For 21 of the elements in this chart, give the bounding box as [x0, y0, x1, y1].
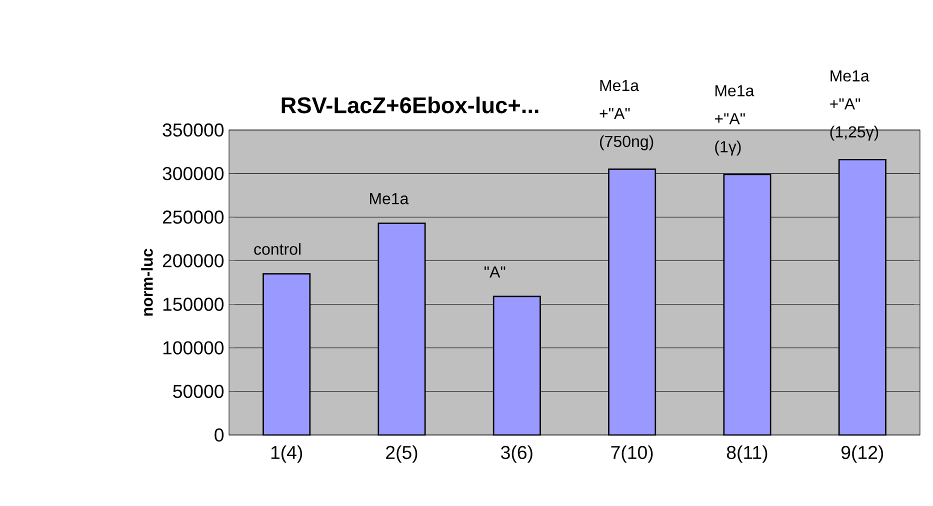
y-tick-label: 100000: [163, 341, 224, 354]
y-tick-label: 50000: [173, 384, 224, 398]
x-tick-label: 3(6): [501, 445, 532, 463]
y-tick-label: 200000: [162, 254, 224, 268]
annotation: control: [254, 243, 300, 255]
annotation: Me1a: [370, 193, 409, 204]
y-tick-label: 350000: [162, 123, 224, 137]
y-tick-label: 0: [214, 428, 224, 442]
x-tick-label: 8(11): [726, 445, 768, 463]
chart-title: RSV-LacZ+6Ebox-luc+...: [282, 96, 538, 114]
annotation: Me1a +"A" (750ng): [600, 80, 654, 150]
y-tick-label: 250000: [162, 210, 224, 224]
x-tick-label: 9(12): [841, 445, 884, 463]
x-tick-label: 1(4): [271, 445, 302, 463]
y-tick-label: 150000: [163, 298, 224, 311]
annotation: Me1a +"A" (1γ): [714, 85, 754, 156]
annotation: "A": [484, 266, 506, 278]
y-axis-title: norm-luc: [141, 248, 153, 316]
x-tick-label: 7(10): [611, 445, 653, 463]
x-tick-label: 2(5): [386, 445, 418, 463]
y-tick-label: 300000: [162, 166, 224, 180]
